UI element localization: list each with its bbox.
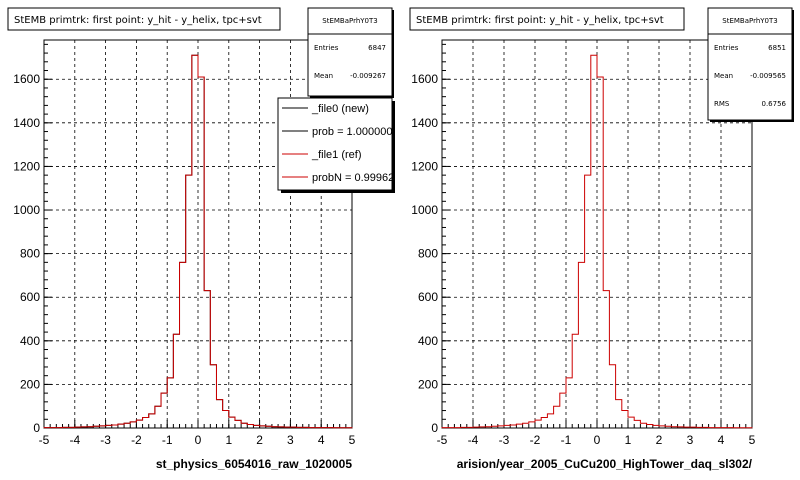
stats-box [307, 7, 393, 97]
y-tick-label: 1200 [411, 159, 438, 173]
x-tick-label: -1 [162, 433, 173, 447]
y-tick-label: 200 [418, 377, 438, 391]
x-tick-label: 3 [687, 433, 694, 447]
x-tick-label: 5 [349, 433, 356, 447]
y-tick-label: 200 [20, 377, 40, 391]
x-tick-label: 0 [195, 433, 202, 447]
legend-label: prob = 1.000000 [312, 126, 392, 138]
x-axis-label: arision/year_2005_CuCu200_HighTower_daq_… [457, 457, 753, 471]
stats-value: 6847 [368, 44, 386, 52]
x-tick-label: 1 [225, 433, 232, 447]
x-tick-label: -4 [69, 433, 80, 447]
x-tick-label: -4 [468, 433, 479, 447]
x-tick-label: -5 [39, 433, 50, 447]
y-tick-label: 400 [418, 334, 438, 348]
chart-title: StEMB primtrk: first point: y_hit - y_he… [416, 15, 664, 26]
y-tick-label: 1200 [13, 159, 40, 173]
x-tick-label: 4 [318, 433, 325, 447]
stats-value: -0.009565 [750, 72, 786, 80]
y-tick-label: 800 [418, 247, 438, 261]
stats-label: Mean [314, 72, 333, 80]
stats-label: Entries [714, 44, 739, 52]
legend-label: _file1 (ref) [311, 149, 362, 161]
stats-value: 0.6756 [762, 100, 787, 108]
y-tick-label: 1000 [13, 203, 40, 217]
y-tick-label: 1600 [411, 72, 438, 86]
x-axis-label: st_physics_6054016_raw_1020005 [156, 457, 352, 471]
x-tick-label: -5 [437, 433, 448, 447]
stats-box [707, 7, 793, 121]
histogram-series-1 [441, 54, 753, 429]
stats-name: StEMBaPrhY0T3 [722, 17, 778, 25]
y-tick-label: 1600 [13, 72, 40, 86]
x-tick-label: 4 [718, 433, 725, 447]
stats-value: 6851 [768, 44, 786, 52]
title-box [409, 7, 685, 31]
legend-label: _file0 (new) [311, 103, 369, 115]
y-tick-label: 400 [20, 334, 40, 348]
x-tick-label: -3 [499, 433, 510, 447]
x-tick-label: 0 [594, 433, 601, 447]
y-tick-label: 600 [20, 290, 40, 304]
legend-box [277, 97, 393, 191]
x-tick-label: 2 [656, 433, 663, 447]
panel-1: -5 -4 -3 -2 -1 0 1 2 3 4 5 0 200 400 600 800 1000 1200 140… [7, 7, 395, 471]
x-tick-label: -1 [561, 433, 572, 447]
panel-2: -5 -4 -3 -2 -1 0 1 2 3 4 5 0 200 400 600 800 1000 1200 140… [409, 7, 794, 471]
x-tick-label: -2 [530, 433, 541, 447]
y-tick-label: 600 [418, 290, 438, 304]
x-tick-label: -3 [100, 433, 111, 447]
x-tick-label: -2 [131, 433, 142, 447]
y-tick-label: 800 [20, 247, 40, 261]
x-tick-label: 3 [287, 433, 294, 447]
stats-value: -0.009267 [350, 72, 386, 80]
chart-title: StEMB primtrk: first point: y_hit - y_he… [14, 15, 262, 26]
stats-label: RMS [714, 100, 730, 108]
histogram-series-2 [43, 54, 353, 429]
legend-label: probN = 0.99962 [312, 172, 394, 184]
y-tick-label: 1000 [411, 203, 438, 217]
stats-label: Entries [314, 44, 339, 52]
x-tick-label: 2 [256, 433, 263, 447]
title-box [7, 7, 281, 31]
stats-label: Mean [714, 72, 733, 80]
stats-name: StEMBaPrhY0T3 [322, 17, 378, 25]
y-tick-label: 1400 [411, 116, 438, 130]
x-tick-label: 1 [625, 433, 632, 447]
x-tick-label: 5 [749, 433, 756, 447]
y-tick-label: 0 [33, 421, 40, 435]
y-tick-label: 1400 [13, 116, 40, 130]
y-tick-label: 0 [431, 421, 438, 435]
